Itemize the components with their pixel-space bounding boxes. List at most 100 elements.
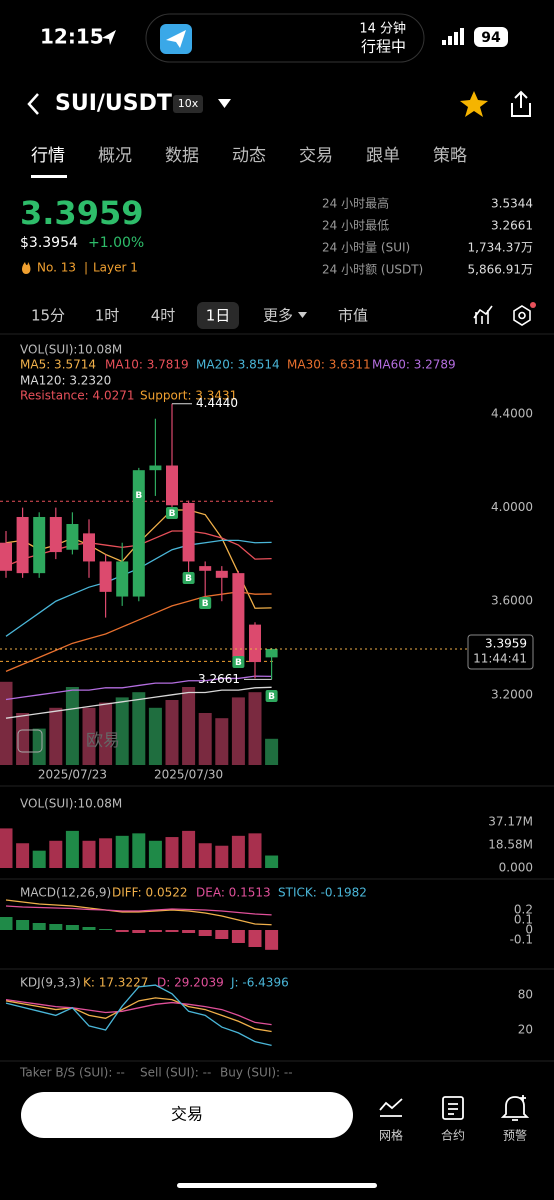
tab[interactable]: 策略 xyxy=(433,146,467,166)
buy-marker-label: B xyxy=(135,491,142,501)
legend-entry: D: 29.2039 xyxy=(157,976,224,990)
tab[interactable]: 跟单 xyxy=(366,146,400,166)
volume-bar xyxy=(148,707,162,765)
macd-bar xyxy=(82,927,96,930)
y-tick-label: 80 xyxy=(518,987,533,1001)
legend-entry: MA10: 3.7819 xyxy=(105,358,189,372)
volume-bar xyxy=(165,837,179,868)
leverage: 10x xyxy=(178,97,199,110)
volume-bar xyxy=(49,707,63,765)
action-label[interactable]: 预警 xyxy=(503,1128,527,1143)
candle-body xyxy=(149,465,162,471)
pair-dropdown[interactable] xyxy=(218,99,231,108)
settings-button[interactable] xyxy=(513,302,536,326)
stat-label: 24 小时最高 xyxy=(322,196,389,211)
volume-bar xyxy=(0,681,13,765)
contract-icon[interactable] xyxy=(442,1096,464,1120)
usd-price: $3.3954 xyxy=(20,235,78,251)
timeframe[interactable]: 更多 xyxy=(263,307,293,325)
tab[interactable]: 交易 xyxy=(299,146,333,166)
timeframe[interactable]: 1时 xyxy=(95,307,120,325)
y-tick-label: -0.1 xyxy=(510,933,533,947)
grid-icon[interactable] xyxy=(379,1098,403,1117)
expand-button[interactable] xyxy=(17,729,43,753)
favorite-star[interactable] xyxy=(460,91,488,117)
action-label[interactable]: 合约 xyxy=(441,1128,465,1143)
rank-icon xyxy=(22,262,31,274)
tab[interactable]: 动态 xyxy=(232,146,266,166)
volume-bar xyxy=(215,845,229,868)
macd-bar xyxy=(165,930,179,932)
action-label[interactable]: 网格 xyxy=(379,1128,403,1143)
active-tab-indicator xyxy=(31,175,67,178)
macd-bar xyxy=(265,930,279,950)
macd-bar xyxy=(148,930,162,932)
candle-body xyxy=(49,516,62,553)
volume-bar xyxy=(32,728,46,765)
legend-title: VOL(SUI):10.08M xyxy=(20,343,122,357)
trade-label[interactable]: 交易 xyxy=(171,1105,203,1124)
volume-bar xyxy=(215,718,229,765)
stat-value: 1,734.37万 xyxy=(468,241,533,255)
battery xyxy=(474,27,508,47)
kdj-line xyxy=(5,984,272,1047)
buy-marker xyxy=(265,690,278,702)
timeframe[interactable]: 4时 xyxy=(151,307,176,325)
y-tick-label: 0.000 xyxy=(499,861,533,875)
back-button[interactable] xyxy=(27,93,39,115)
macd-line xyxy=(5,905,272,916)
kdj-line xyxy=(5,999,272,1026)
tab[interactable]: 数据 xyxy=(165,146,199,166)
volume-bar xyxy=(198,713,212,765)
legend-entry: DEA: 0.1513 xyxy=(196,886,271,900)
buy-marker-label: B xyxy=(202,599,209,609)
volume-bar xyxy=(182,830,196,868)
buy-marker-label: B xyxy=(185,574,192,584)
timeframe[interactable]: 15分 xyxy=(31,307,65,325)
y-tick-label: 3.2000 xyxy=(491,687,533,701)
buy-marker xyxy=(132,489,145,501)
pair[interactable]: SUI/USDT xyxy=(55,91,172,116)
high-annotation: 4.4440 xyxy=(196,396,238,410)
volume-bar xyxy=(265,855,279,868)
volume-bar xyxy=(82,840,96,868)
macd-bar xyxy=(49,924,63,930)
alert-icon[interactable] xyxy=(500,1095,530,1121)
candle-body xyxy=(166,465,178,506)
macd-bar xyxy=(215,930,229,939)
candle-body xyxy=(66,524,79,550)
tab[interactable]: 概况 xyxy=(98,146,132,166)
buy-marker-label: B xyxy=(235,658,242,668)
share-button[interactable] xyxy=(511,90,531,117)
more-dropdown[interactable] xyxy=(298,312,307,318)
volume-bar xyxy=(231,835,245,868)
y-tick-label: 0.1 xyxy=(514,913,533,927)
candle-body xyxy=(116,561,129,597)
volume-bar xyxy=(248,692,262,765)
legend-entry: MA60: 3.2789 xyxy=(372,358,456,372)
y-tick-label: 0 xyxy=(525,923,533,937)
panel-title: MACD(12,26,9) xyxy=(20,886,111,900)
candle-body xyxy=(249,624,261,663)
volume-bar xyxy=(49,840,63,868)
legend-entry: MA5: 3.5714 xyxy=(20,358,96,372)
last-price: 3.3959 xyxy=(20,194,143,232)
volume-bar xyxy=(65,830,79,868)
macd-bar xyxy=(99,929,113,930)
legend-entry: STICK: -0.1982 xyxy=(278,886,367,900)
trade-button[interactable] xyxy=(21,1092,353,1138)
last-price-time: 11:44:41 xyxy=(473,651,527,665)
stat-value: 3.5344 xyxy=(491,197,533,211)
timeframe[interactable]: 1日 xyxy=(206,307,231,325)
tab[interactable]: 行情 xyxy=(31,146,65,166)
candle-body xyxy=(0,542,12,571)
timeframe[interactable]: 市值 xyxy=(338,307,368,325)
home-indicator xyxy=(177,1183,377,1188)
macd-bar xyxy=(65,925,79,930)
buy-marker xyxy=(232,656,245,668)
indicator-button[interactable] xyxy=(473,305,493,324)
separator: | xyxy=(84,261,88,275)
ma-line xyxy=(5,591,272,673)
ma-line xyxy=(5,686,272,719)
